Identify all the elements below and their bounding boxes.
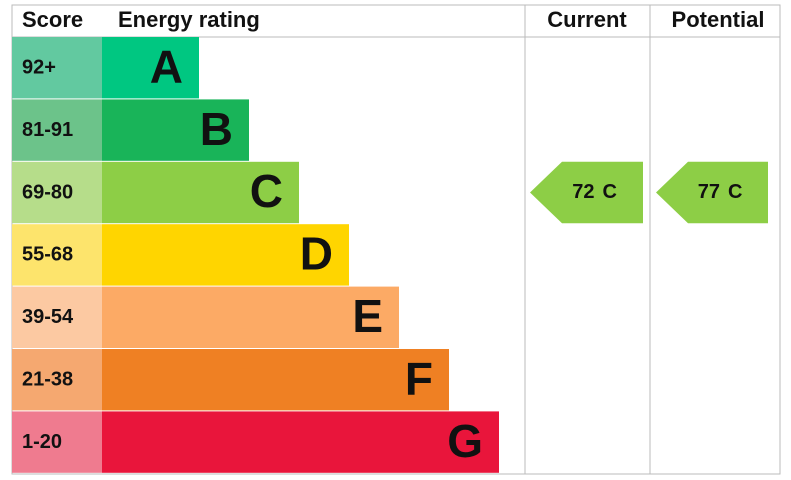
score-label: 92+ <box>22 56 56 78</box>
rating-arrow <box>530 161 643 224</box>
score-cell <box>12 286 102 348</box>
score-label: 69-80 <box>22 181 73 203</box>
score-label: 39-54 <box>22 306 74 328</box>
arrow-letter: C <box>728 181 742 203</box>
score-label: 55-68 <box>22 244 73 266</box>
score-cell <box>12 161 102 224</box>
rating-bar <box>102 161 299 224</box>
score-cell <box>12 99 102 161</box>
score-label: 21-38 <box>22 368 73 390</box>
rating-bar <box>102 224 349 286</box>
rating-letter: G <box>447 415 483 467</box>
rating-arrow <box>656 161 768 224</box>
header-current: Current <box>547 7 627 32</box>
score-cell <box>12 349 102 411</box>
rating-bar <box>102 411 499 473</box>
score-label: 1-20 <box>22 431 62 453</box>
rating-letter: A <box>150 40 183 92</box>
header-score: Score <box>22 7 83 32</box>
rating-bar <box>102 99 249 161</box>
rating-bar <box>102 349 449 411</box>
header-potential: Potential <box>672 7 765 32</box>
rating-letter: D <box>300 228 333 280</box>
arrow-value: 77 <box>698 181 720 203</box>
rating-bar <box>102 37 199 99</box>
rating-letter: E <box>352 290 383 342</box>
score-cell <box>12 37 102 99</box>
rating-letter: C <box>250 165 283 217</box>
header-rating: Energy rating <box>118 7 260 32</box>
arrow-letter: C <box>603 181 617 203</box>
score-cell <box>12 224 102 286</box>
score-cell <box>12 411 102 473</box>
score-label: 81-91 <box>22 119 73 141</box>
rating-letter: F <box>405 352 433 404</box>
rating-letter: B <box>200 103 233 155</box>
rating-bar <box>102 286 399 348</box>
arrow-value: 72 <box>572 181 594 203</box>
